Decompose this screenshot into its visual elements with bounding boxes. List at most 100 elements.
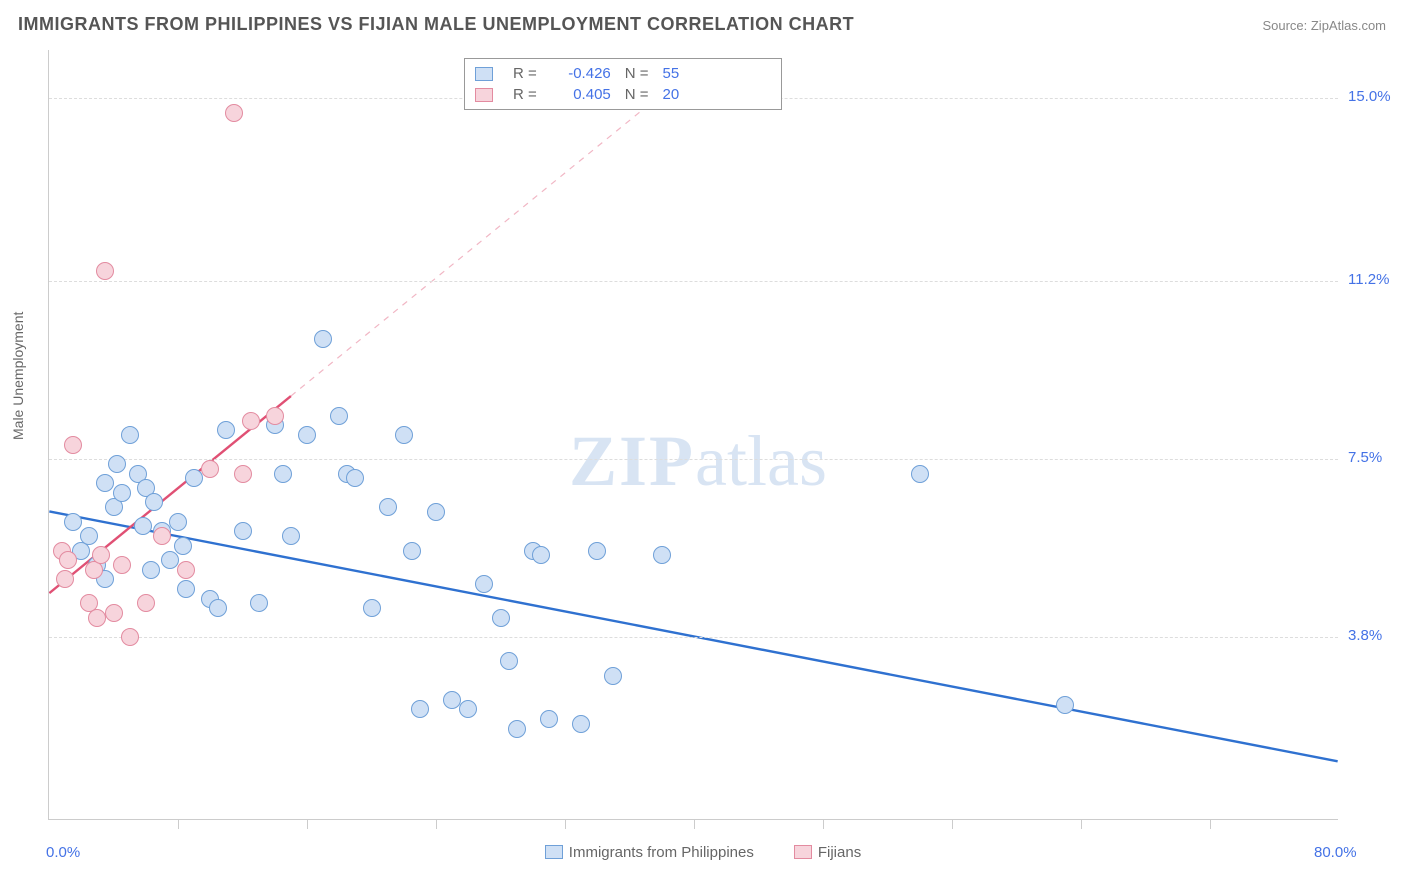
x-tick: [1210, 819, 1211, 829]
data-point: [64, 513, 82, 531]
data-point: [56, 570, 74, 588]
data-point: [492, 609, 510, 627]
r-label: R =: [513, 86, 537, 103]
data-point: [242, 412, 260, 430]
legend-label: Immigrants from Philippines: [569, 844, 754, 861]
data-point: [225, 104, 243, 122]
data-point: [540, 710, 558, 728]
legend-item: Immigrants from Philippines: [545, 844, 754, 861]
grid-line: [49, 637, 1338, 638]
x-tick: [1081, 819, 1082, 829]
data-point: [59, 551, 77, 569]
data-point: [113, 556, 131, 574]
data-point: [201, 460, 219, 478]
grid-line: [49, 281, 1338, 282]
data-point: [395, 426, 413, 444]
data-point: [588, 542, 606, 560]
data-point: [121, 426, 139, 444]
data-point: [209, 599, 227, 617]
data-point: [134, 517, 152, 535]
watermark-zip: ZIP: [569, 421, 695, 501]
legend-swatch: [475, 67, 493, 81]
legend-swatch: [475, 88, 493, 102]
legend-swatch: [545, 845, 563, 859]
data-point: [169, 513, 187, 531]
data-point: [161, 551, 179, 569]
x-tick: [307, 819, 308, 829]
legend-row: R = -0.426 N = 55: [475, 63, 771, 84]
data-point: [411, 700, 429, 718]
data-point: [266, 407, 284, 425]
data-point: [105, 604, 123, 622]
x-tick: [178, 819, 179, 829]
trend-line: [291, 108, 645, 396]
data-point: [145, 493, 163, 511]
data-point: [508, 720, 526, 738]
data-point: [298, 426, 316, 444]
data-point: [274, 465, 292, 483]
trend-lines-layer: [49, 50, 1338, 819]
y-tick-label: 15.0%: [1348, 88, 1391, 105]
data-point: [500, 652, 518, 670]
x-tick: [694, 819, 695, 829]
r-value: -0.426: [551, 65, 611, 82]
x-tick: [436, 819, 437, 829]
r-label: R =: [513, 65, 537, 82]
data-point: [234, 522, 252, 540]
data-point: [177, 580, 195, 598]
data-point: [96, 262, 114, 280]
data-point: [137, 594, 155, 612]
n-value: 20: [663, 86, 680, 103]
data-point: [217, 421, 235, 439]
data-point: [80, 527, 98, 545]
data-point: [532, 546, 550, 564]
n-label: N =: [625, 86, 649, 103]
y-axis-title: Male Unemployment: [10, 312, 26, 440]
data-point: [604, 667, 622, 685]
data-point: [64, 436, 82, 454]
data-point: [153, 527, 171, 545]
legend-item: Fijians: [794, 844, 861, 861]
x-max-label: 80.0%: [1314, 844, 1357, 861]
scatter-plot: ZIPatlas: [48, 50, 1338, 820]
grid-line: [49, 459, 1338, 460]
data-point: [113, 484, 131, 502]
data-point: [911, 465, 929, 483]
n-label: N =: [625, 65, 649, 82]
data-point: [443, 691, 461, 709]
legend-swatch: [794, 845, 812, 859]
data-point: [185, 469, 203, 487]
data-point: [363, 599, 381, 617]
y-tick-label: 11.2%: [1348, 271, 1389, 288]
correlation-legend: R =-0.426N =55R =0.405N =20: [464, 58, 782, 110]
series-legend: Immigrants from Philippines Fijians: [0, 844, 1406, 861]
data-point: [1056, 696, 1074, 714]
data-point: [653, 546, 671, 564]
data-point: [250, 594, 268, 612]
y-tick-label: 7.5%: [1348, 449, 1382, 466]
chart-title: IMMIGRANTS FROM PHILIPPINES VS FIJIAN MA…: [18, 14, 854, 35]
data-point: [427, 503, 445, 521]
data-point: [108, 455, 126, 473]
data-point: [142, 561, 160, 579]
data-point: [314, 330, 332, 348]
x-tick: [565, 819, 566, 829]
data-point: [92, 546, 110, 564]
data-point: [177, 561, 195, 579]
data-point: [121, 628, 139, 646]
data-point: [459, 700, 477, 718]
watermark: ZIPatlas: [569, 420, 827, 503]
data-point: [234, 465, 252, 483]
data-point: [282, 527, 300, 545]
data-point: [330, 407, 348, 425]
x-tick: [952, 819, 953, 829]
source-label: Source: ZipAtlas.com: [1262, 18, 1386, 33]
x-min-label: 0.0%: [46, 844, 80, 861]
n-value: 55: [663, 65, 680, 82]
watermark-atlas: atlas: [695, 421, 827, 501]
y-tick-label: 3.8%: [1348, 627, 1382, 644]
data-point: [96, 474, 114, 492]
data-point: [174, 537, 192, 555]
x-tick: [823, 819, 824, 829]
data-point: [572, 715, 590, 733]
